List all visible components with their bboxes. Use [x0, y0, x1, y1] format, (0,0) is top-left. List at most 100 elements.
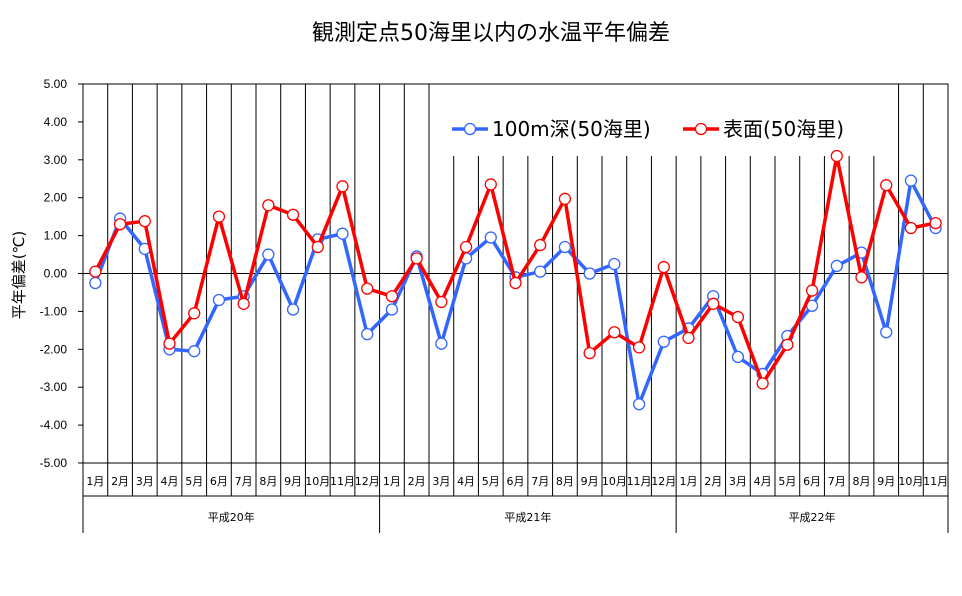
data-point-1	[188, 345, 201, 358]
x-tick-label: 6月	[803, 475, 821, 488]
x-tick-label: 12月	[651, 475, 676, 488]
x-tick-label: 12月	[355, 475, 380, 488]
data-point-2	[904, 221, 918, 235]
x-tick-label: 1月	[86, 475, 104, 488]
group-label: 平成21年	[504, 510, 551, 524]
x-tick-label: 4月	[457, 475, 475, 488]
x-tick-label: 11月	[627, 475, 652, 488]
x-tick-label: 2月	[704, 475, 722, 488]
x-tick-label: 10月	[305, 475, 330, 488]
x-tick-label: 4月	[754, 475, 772, 488]
y-tick-label: 1.00	[44, 229, 68, 243]
data-point-2	[435, 295, 448, 309]
x-tick-label: 7月	[828, 475, 846, 488]
data-point-2	[929, 216, 942, 230]
x-tick-label: 10月	[898, 475, 923, 488]
data-point-1	[608, 257, 621, 271]
data-point-1	[89, 276, 102, 290]
data-point-1	[583, 267, 596, 280]
data-point-2	[682, 331, 695, 345]
data-point-2	[534, 238, 547, 252]
data-point-2	[731, 310, 745, 324]
axes	[78, 83, 949, 533]
y-tick-label: -5.00	[40, 456, 68, 470]
data-point-2	[707, 297, 720, 310]
x-tick-label: 8月	[556, 475, 574, 488]
data-point-1	[632, 398, 646, 411]
data-point-2	[311, 240, 324, 254]
y-tick-label: -3.00	[40, 380, 68, 394]
data-point-2	[756, 377, 769, 390]
data-point-2	[385, 290, 399, 303]
y-tick-label: -1.00	[40, 304, 68, 318]
chart-title: 観測定点50海里以内の水温平年偏差	[312, 21, 670, 46]
x-tick-label: 5月	[185, 475, 203, 488]
data-point-2	[361, 282, 374, 295]
x-tick-label: 9月	[877, 475, 895, 488]
data-point-1	[904, 174, 918, 187]
data-point-2	[237, 297, 250, 310]
data-point-2	[781, 338, 794, 351]
group-label: 平成20年	[208, 510, 255, 524]
data-point-1	[880, 326, 893, 339]
data-point-1	[731, 350, 745, 364]
y-tick-label: -4.00	[40, 418, 68, 432]
x-tick-label: 6月	[210, 475, 228, 488]
data-point-2	[657, 260, 670, 274]
legend-label: 表面(50海里)	[723, 117, 844, 141]
legend-label: 100m深(50海里)	[492, 117, 651, 141]
data-point-1	[558, 240, 572, 254]
data-point-1	[262, 248, 275, 261]
data-point-2	[608, 326, 621, 339]
data-point-2	[188, 307, 201, 320]
x-tick-label: 5月	[778, 475, 796, 488]
y-tick-label: -2.00	[40, 342, 68, 356]
legend: 100m深(50海里) 表面(50海里)	[452, 117, 844, 141]
legend-swatch-marker	[694, 122, 708, 136]
data-point-1	[534, 265, 547, 278]
x-tick-label: 11月	[330, 475, 355, 488]
x-tick-label: 2月	[408, 475, 426, 488]
data-point-2	[113, 218, 127, 231]
data-point-2	[459, 240, 473, 254]
x-tick-label: 10月	[602, 475, 627, 488]
x-tick-label: 6月	[507, 475, 525, 488]
x-tick-label: 9月	[284, 475, 302, 488]
data-point-2	[163, 337, 176, 350]
data-point-2	[805, 284, 819, 297]
data-point-2	[583, 346, 596, 360]
y-tick-label: 3.00	[44, 153, 68, 167]
data-point-1	[361, 327, 374, 341]
data-point-1	[657, 335, 670, 348]
x-tick-label: 2月	[111, 475, 129, 488]
y-axis-label: 平年偏差(℃)	[10, 231, 28, 320]
data-point-2	[262, 199, 275, 212]
series-layer	[89, 149, 942, 411]
data-point-2	[558, 192, 572, 205]
y-tick-label: 0.00	[44, 267, 68, 281]
data-point-1	[336, 227, 349, 240]
group-label: 平成22年	[789, 510, 836, 524]
x-tick-label: 7月	[235, 475, 253, 488]
x-tick-label: 3月	[432, 475, 450, 488]
x-tick-label: 3月	[729, 475, 747, 488]
data-point-2	[830, 149, 843, 163]
x-tick-label: 8月	[259, 475, 277, 488]
x-tick-label: 1月	[383, 475, 401, 488]
data-point-2	[336, 180, 349, 193]
y-tick-label: 2.00	[44, 191, 68, 205]
x-tick-label: 1月	[680, 475, 698, 488]
x-tick-label: 4月	[161, 475, 179, 488]
x-tick-label: 11月	[923, 475, 948, 488]
data-point-2	[89, 265, 102, 278]
data-point-1	[385, 303, 399, 316]
data-point-1	[212, 293, 226, 307]
data-point-2	[632, 341, 646, 354]
data-point-1	[435, 337, 448, 350]
series-line-2	[93, 154, 936, 386]
x-tick-label: 7月	[531, 475, 549, 488]
data-point-2	[880, 179, 893, 192]
data-point-2	[484, 178, 497, 191]
data-point-1	[830, 259, 843, 273]
